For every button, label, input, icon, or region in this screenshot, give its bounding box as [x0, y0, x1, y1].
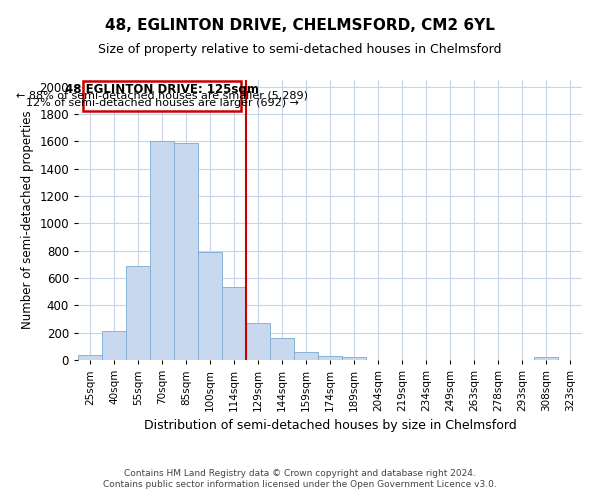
- Bar: [222, 287, 246, 360]
- Text: Size of property relative to semi-detached houses in Chelmsford: Size of property relative to semi-detach…: [98, 42, 502, 56]
- Text: 48, EGLINTON DRIVE, CHELMSFORD, CM2 6YL: 48, EGLINTON DRIVE, CHELMSFORD, CM2 6YL: [105, 18, 495, 32]
- Text: 48 EGLINTON DRIVE: 125sqm: 48 EGLINTON DRIVE: 125sqm: [65, 84, 259, 96]
- Bar: [534, 358, 558, 360]
- Bar: [126, 266, 150, 360]
- Bar: [342, 358, 366, 360]
- Bar: [246, 323, 270, 360]
- Y-axis label: Number of semi-detached properties: Number of semi-detached properties: [20, 110, 34, 330]
- Bar: [78, 354, 102, 360]
- Bar: [102, 330, 126, 360]
- X-axis label: Distribution of semi-detached houses by size in Chelmsford: Distribution of semi-detached houses by …: [143, 420, 517, 432]
- Bar: [270, 338, 294, 360]
- Bar: [174, 143, 198, 360]
- Bar: [294, 352, 318, 360]
- Bar: [198, 252, 222, 360]
- Text: ← 88% of semi-detached houses are smaller (5,289): ← 88% of semi-detached houses are smalle…: [16, 91, 308, 101]
- Bar: [150, 142, 174, 360]
- Bar: [318, 356, 342, 360]
- FancyBboxPatch shape: [83, 82, 241, 112]
- Text: Contains public sector information licensed under the Open Government Licence v3: Contains public sector information licen…: [103, 480, 497, 489]
- Text: 12% of semi-detached houses are larger (692) →: 12% of semi-detached houses are larger (…: [25, 98, 299, 108]
- Text: Contains HM Land Registry data © Crown copyright and database right 2024.: Contains HM Land Registry data © Crown c…: [124, 468, 476, 477]
